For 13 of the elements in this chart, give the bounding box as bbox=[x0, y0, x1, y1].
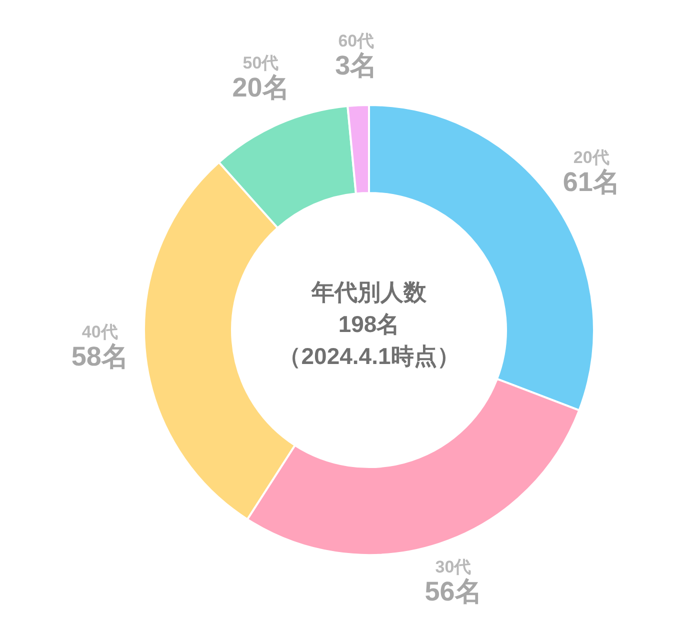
data-label: 61名 bbox=[562, 166, 620, 197]
slice-label: 40代 bbox=[82, 322, 118, 342]
data-label: 58名 bbox=[71, 341, 128, 372]
slice-label: 60代 bbox=[338, 31, 374, 50]
slice-label: 20代 bbox=[573, 148, 610, 167]
data-label: 56名 bbox=[424, 576, 482, 607]
text: （2024.4.1時点） bbox=[278, 343, 460, 369]
data-label: 3名 bbox=[335, 50, 378, 80]
slice-label: 30代 bbox=[435, 558, 472, 577]
text: 198名 bbox=[338, 311, 400, 337]
data-label: 20名 bbox=[232, 72, 290, 103]
slice-label: 50代 bbox=[242, 54, 279, 73]
text: 年代別人数 bbox=[310, 279, 428, 305]
